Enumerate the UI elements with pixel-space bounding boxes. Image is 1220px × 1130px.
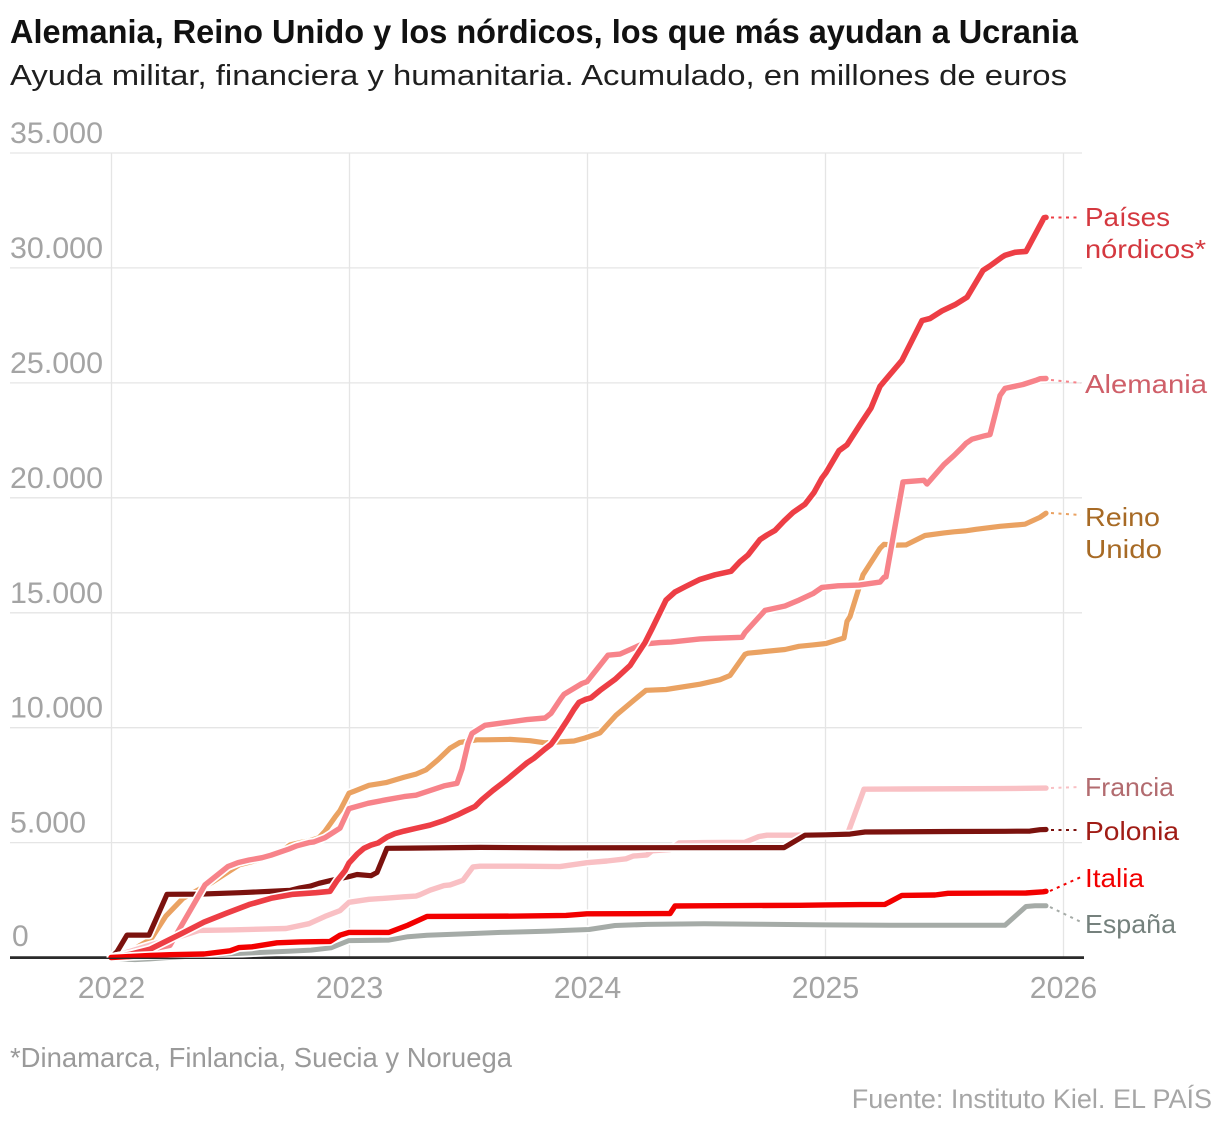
svg-text:Fuente: Instituto Kiel. EL PAÍ: Fuente: Instituto Kiel. EL PAÍS: [852, 1084, 1212, 1114]
svg-text:5.000: 5.000: [10, 807, 86, 840]
svg-text:Unido: Unido: [1085, 534, 1162, 564]
svg-text:15.000: 15.000: [10, 577, 103, 610]
svg-text:España: España: [1085, 909, 1177, 939]
svg-text:2025: 2025: [792, 972, 859, 1005]
svg-text:Alemania, Reino Unido y los nó: Alemania, Reino Unido y los nórdicos, lo…: [10, 13, 1079, 50]
svg-text:2026: 2026: [1030, 972, 1097, 1005]
svg-text:2024: 2024: [554, 972, 621, 1005]
svg-text:Alemania: Alemania: [1085, 369, 1208, 399]
svg-text:2022: 2022: [78, 972, 145, 1005]
svg-text:Ayuda militar, financiera y hu: Ayuda militar, financiera y humanitaria.…: [10, 60, 1067, 92]
svg-text:*Dinamarca, Finlancia, Suecia: *Dinamarca, Finlancia, Suecia y Noruega: [10, 1042, 512, 1073]
svg-text:35.000: 35.000: [10, 117, 103, 150]
svg-text:Polonia: Polonia: [1085, 816, 1180, 846]
svg-text:30.000: 30.000: [10, 232, 103, 265]
svg-text:nórdicos*: nórdicos*: [1085, 234, 1206, 264]
svg-text:Reino: Reino: [1085, 502, 1160, 532]
svg-text:Italia: Italia: [1085, 863, 1145, 893]
svg-text:10.000: 10.000: [10, 692, 103, 725]
svg-text:Francia: Francia: [1085, 772, 1175, 802]
svg-text:25.000: 25.000: [10, 347, 103, 380]
svg-text:0: 0: [12, 920, 29, 953]
svg-text:2023: 2023: [316, 972, 383, 1005]
svg-text:Países: Países: [1085, 202, 1170, 232]
svg-text:20.000: 20.000: [10, 462, 103, 495]
